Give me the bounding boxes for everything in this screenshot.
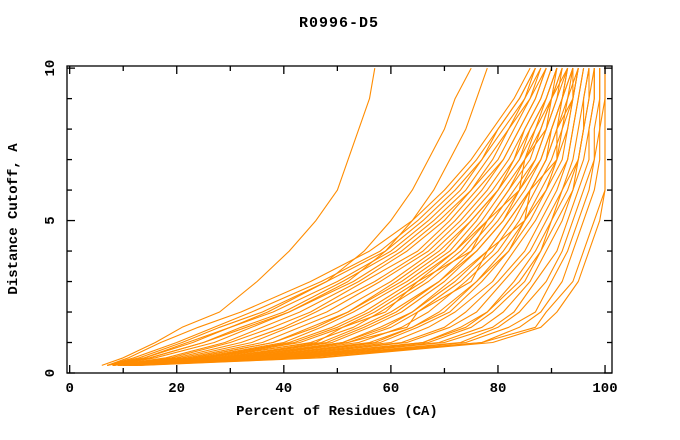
x-tick-label: 80 xyxy=(490,381,507,397)
x-tick-label: 60 xyxy=(382,381,399,397)
y-tick-label: 0 xyxy=(43,369,59,377)
model-curve xyxy=(128,68,590,366)
model-curve xyxy=(112,67,553,366)
model-curve xyxy=(112,67,547,366)
model-curve xyxy=(117,67,569,366)
y-tick-label: 5 xyxy=(43,216,59,224)
model-curve xyxy=(128,68,585,366)
model-curve xyxy=(107,67,536,366)
model-curve xyxy=(128,68,595,366)
x-tick-label: 40 xyxy=(275,381,292,397)
model-curve xyxy=(133,68,606,366)
model-curve xyxy=(117,67,558,366)
model-curve xyxy=(117,67,558,366)
chart-title: R0996-D5 xyxy=(299,15,379,32)
model-curve xyxy=(112,67,547,366)
model-curve xyxy=(123,68,579,366)
model-curve xyxy=(101,68,376,366)
model-curve xyxy=(128,68,590,366)
model-curves-layer xyxy=(101,67,606,366)
model-curve xyxy=(123,67,569,366)
model-curve xyxy=(107,67,536,366)
plot-frame-layer xyxy=(66,65,613,374)
model-curve xyxy=(112,67,488,366)
x-tick-label: 20 xyxy=(168,381,185,397)
model-curve xyxy=(133,68,601,366)
tick-label-layer: 0 20 40 60 80 100 0 5 10 xyxy=(43,60,618,397)
x-tick-label: 0 xyxy=(65,381,73,397)
model-curve xyxy=(117,68,569,366)
model-curve xyxy=(107,67,531,366)
x-axis-label: Percent of Residues (CA) xyxy=(236,404,438,420)
model-curve xyxy=(133,68,606,366)
y-tick-label: 10 xyxy=(43,60,59,77)
model-curve xyxy=(112,67,472,366)
x-tick-label: 100 xyxy=(592,381,617,397)
model-curve xyxy=(117,68,563,366)
model-curve xyxy=(123,67,574,366)
y-axis-label: Distance Cutoff, A xyxy=(6,143,22,295)
plot-frame xyxy=(66,65,613,374)
model-curve xyxy=(123,67,579,366)
model-curve xyxy=(112,67,553,366)
model-curve xyxy=(128,68,601,366)
